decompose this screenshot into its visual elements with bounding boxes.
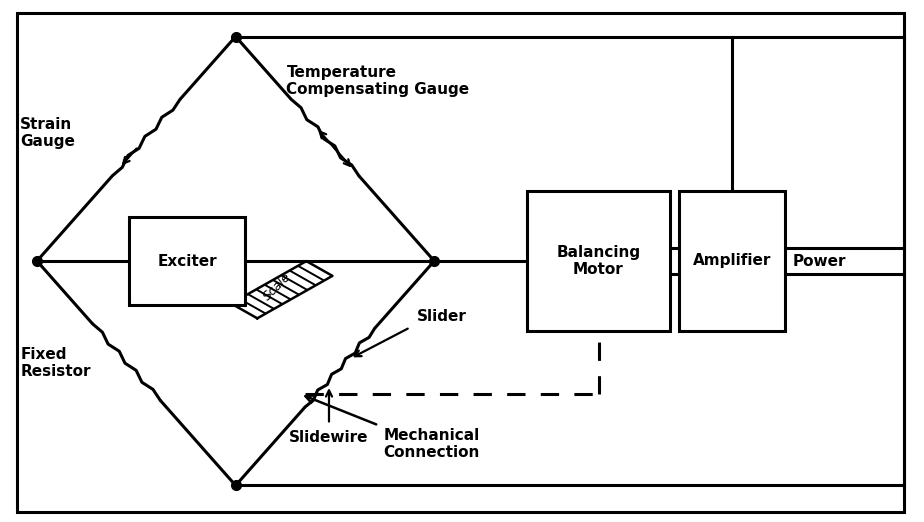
Text: Temperature
Compensating Gauge: Temperature Compensating Gauge bbox=[286, 65, 469, 97]
Text: Scale: Scale bbox=[261, 270, 294, 304]
Text: Mechanical
Connection: Mechanical Connection bbox=[383, 428, 480, 460]
Text: Balancing
Motor: Balancing Motor bbox=[556, 245, 640, 277]
Text: Slider: Slider bbox=[417, 309, 467, 324]
Text: Power: Power bbox=[793, 254, 846, 268]
Text: Exciter: Exciter bbox=[157, 254, 217, 268]
Text: Slidewire: Slidewire bbox=[289, 430, 369, 445]
Bar bbox=[679, 191, 785, 331]
Text: Strain
Gauge: Strain Gauge bbox=[20, 117, 75, 149]
Text: Amplifier: Amplifier bbox=[693, 254, 772, 268]
Bar bbox=[129, 217, 245, 305]
Bar bbox=[527, 191, 670, 331]
Text: Fixed
Resistor: Fixed Resistor bbox=[20, 347, 91, 379]
